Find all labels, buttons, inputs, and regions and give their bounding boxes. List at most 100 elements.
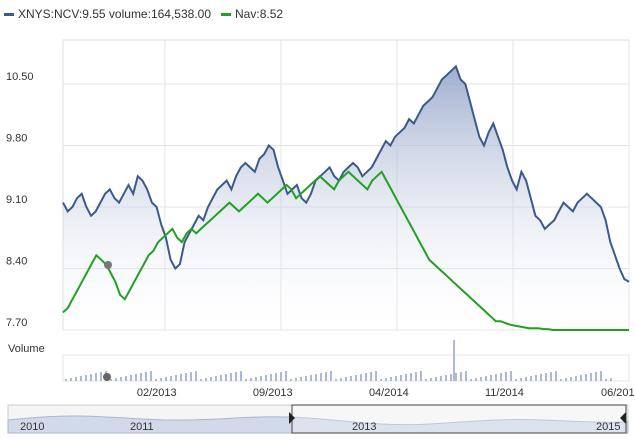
volume-bar: [255, 377, 257, 381]
volume-bar: [590, 373, 592, 381]
volume-bar: [395, 376, 397, 381]
volume-bar: [240, 371, 242, 381]
volume-bar: [365, 373, 367, 381]
volume-bar: [460, 372, 462, 381]
volume-bar: [380, 379, 382, 381]
volume-bar: [410, 373, 412, 381]
volume-bar: [360, 374, 362, 381]
volume-bar: [525, 377, 527, 381]
volume-bar: [160, 378, 162, 381]
navigator-left-handle[interactable]: [289, 412, 295, 424]
volume-bar: [275, 373, 277, 381]
volume-bar: [135, 374, 137, 381]
volume-bar: [185, 373, 187, 381]
volume-bar: [355, 375, 357, 381]
volume-bar: [145, 372, 147, 381]
volume-bar: [265, 375, 267, 381]
chart-legend: XNYS:NCV:9.55 volume:164,538.00 Nav:8.52: [4, 4, 293, 24]
volume-bar: [605, 379, 607, 381]
x-tick-label: 09/2013: [253, 387, 293, 399]
volume-bar: [205, 378, 207, 381]
volume-bar: [370, 372, 372, 381]
volume-bar: [425, 379, 427, 381]
volume-bar: [405, 374, 407, 381]
volume-bar: [390, 377, 392, 381]
volume-bar: [315, 374, 317, 381]
volume-bar: [535, 375, 537, 381]
volume-bar: [110, 379, 112, 381]
volume-bar: [340, 378, 342, 381]
volume-bar: [450, 374, 452, 381]
volume-bar: [375, 371, 377, 381]
volume-bar: [80, 376, 82, 381]
volume-bar: [125, 376, 127, 381]
legend-item-price[interactable]: XNYS:NCV:9.55 volume:164,538.00: [4, 7, 211, 21]
volume-bar: [545, 373, 547, 381]
volume-bar: [465, 371, 467, 381]
volume-bar: [280, 372, 282, 381]
legend-item-nav[interactable]: Nav:8.52: [221, 7, 283, 21]
volume-bar: [505, 372, 507, 381]
volume-bar: [170, 376, 172, 381]
volume-bar: [540, 374, 542, 381]
x-axis-ticks: 02/2013 09/2013 04/2014 11/2014 06/2015: [137, 387, 635, 399]
volume-bar: [550, 372, 552, 381]
volume-bar: [585, 374, 587, 381]
price-area: [63, 66, 629, 331]
volume-bar: [570, 377, 572, 381]
volume-bar: [165, 377, 167, 381]
volume-bar: [260, 376, 262, 381]
volume-bar: [250, 378, 252, 381]
volume-bar: [595, 372, 597, 381]
volume-bar: [155, 379, 157, 381]
x-tick-label: 11/2014: [485, 387, 524, 399]
y-tick-label: 8.40: [6, 255, 27, 267]
navigator-right-handle[interactable]: [620, 412, 626, 424]
volume-bar: [520, 378, 522, 381]
volume-bar: [130, 375, 132, 381]
volume-bar: [115, 378, 117, 381]
volume-bar: [120, 377, 122, 381]
x-tick-label: 06/2015: [601, 387, 635, 399]
volume-bar: [225, 374, 227, 381]
y-tick-label: 9.80: [6, 132, 27, 144]
volume-bar: [530, 376, 532, 381]
volume-bar: [320, 373, 322, 381]
volume-bar: [220, 375, 222, 381]
volume-bars: [65, 340, 612, 381]
series-layer: [62, 64, 630, 331]
volume-bar: [515, 379, 517, 381]
volume-bar: [140, 373, 142, 381]
navigator-year-label: 2011: [130, 421, 154, 433]
volume-bar: [470, 379, 472, 381]
volume-bar: [270, 374, 272, 381]
volume-bar: [290, 379, 292, 381]
y-axis-ticks: 7.70 8.40 9.10 9.80 10.50: [6, 71, 34, 329]
volume-bar: [190, 372, 192, 381]
volume-bar: [85, 375, 87, 381]
volume-bar: [70, 378, 72, 381]
volume-bar: [325, 372, 327, 381]
y-tick-label: 7.70: [6, 317, 27, 329]
navigator-labels: 2010 2011 2013 2015: [20, 421, 620, 433]
volume-bar: [230, 373, 232, 381]
volume-bar: [440, 376, 442, 381]
volume-bar: [385, 378, 387, 381]
volume-bar: [480, 377, 482, 381]
navigator-year-label: 2013: [352, 421, 376, 433]
volume-bar: [445, 375, 447, 381]
volume-bar: [335, 379, 337, 381]
volume-bar: [150, 371, 152, 381]
volume-bar: [435, 377, 437, 381]
volume-bar: [345, 377, 347, 381]
volume-bar: [100, 372, 102, 381]
navigator-selection[interactable]: [291, 404, 627, 434]
volume-bar: [235, 372, 237, 381]
volume-bar: [430, 378, 432, 381]
volume-bar: [300, 377, 302, 381]
volume-bar: [95, 373, 97, 381]
volume-bar: [310, 375, 312, 381]
volume-bar: [580, 375, 582, 381]
volume-panel: [62, 354, 630, 382]
